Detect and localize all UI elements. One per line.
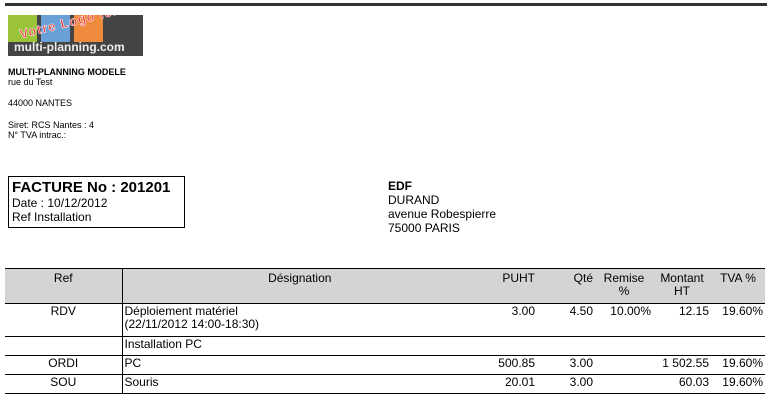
client-street: avenue Robespierre — [388, 207, 497, 221]
company-tva: N° TVA intrac.: — [8, 130, 67, 140]
cell-tva: 19.60% — [711, 355, 765, 375]
company-city: 44000 NANTES — [8, 98, 73, 108]
company-name: MULTI-PLANNING MODELE — [8, 67, 126, 77]
cell-designation: Souris — [122, 374, 477, 394]
cell-remise — [595, 355, 653, 375]
cell-puht: 20.01 — [477, 374, 537, 394]
cell-ref — [5, 336, 123, 356]
header-designation: Désignation — [122, 268, 477, 304]
client-city: 75000 PARIS — [388, 221, 460, 235]
cell-tva — [711, 336, 765, 356]
cell-remise — [595, 374, 653, 394]
top-rule — [5, 3, 767, 6]
company-logo: multi-planning.com Votre Logo ici — [8, 15, 143, 56]
cell-ref: SOU — [5, 374, 123, 394]
cell-ref: RDV — [5, 303, 123, 337]
table-row: ORDI PC 500.85 3.00 1 502.55 19.60% — [5, 355, 765, 375]
designation-text: Déploiement matériel — [124, 304, 238, 318]
client-contact: DURAND — [388, 193, 440, 207]
cell-qte — [537, 336, 595, 356]
cell-remise — [595, 336, 653, 356]
header-tva: TVA % — [711, 268, 765, 304]
cell-montant — [653, 336, 711, 356]
designation-text: Installation PC — [124, 337, 202, 351]
cell-designation: PC — [122, 355, 477, 375]
logo-url: multi-planning.com — [14, 40, 125, 54]
company-street: rue du Test — [8, 77, 53, 87]
invoice-lines-table: Ref Désignation PUHT Qté Remise % Montan… — [5, 268, 765, 394]
cell-designation: Installation PC — [122, 336, 477, 356]
invoice-title: FACTURE No : 201201 — [12, 179, 171, 196]
cell-remise: 10.00% — [595, 303, 653, 337]
table-row: RDV Déploiement matériel (22/11/2012 14:00… — [5, 303, 765, 337]
header-montant: Montant HT — [653, 268, 711, 304]
cell-montant: 60.03 — [653, 374, 711, 394]
cell-ref: ORDI — [5, 355, 123, 375]
cell-qte: 4.50 — [537, 303, 595, 337]
invoice-date: Date : 10/12/2012 — [12, 196, 108, 210]
header-puht: PUHT — [477, 268, 537, 304]
cell-qte: 3.00 — [537, 355, 595, 375]
cell-tva: 19.60% — [711, 303, 765, 337]
client-name: EDF — [388, 179, 412, 193]
cell-tva: 19.60% — [711, 374, 765, 394]
table-header: Ref Désignation PUHT Qté Remise % Montan… — [5, 268, 765, 304]
invoice-ref: Ref Installation — [12, 210, 92, 224]
cell-puht: 3.00 — [477, 303, 537, 337]
invoice-box: FACTURE No : 201201 Date : 10/12/2012 Re… — [8, 176, 185, 228]
designation-text: PC — [124, 356, 142, 370]
header-qte: Qté — [537, 268, 595, 304]
header-ref: Ref — [5, 268, 123, 304]
cell-montant: 1 502.55 — [653, 355, 711, 375]
cell-designation: Déploiement matériel (22/11/2012 14:00-18… — [122, 303, 477, 337]
table-row: Installation PC — [5, 336, 765, 356]
cell-montant: 12.15 — [653, 303, 711, 337]
cell-puht: 500.85 — [477, 355, 537, 375]
company-siret: Siret: RCS Nantes : 4 — [8, 120, 95, 130]
header-remise: Remise % — [595, 268, 653, 304]
client-address: EDF DURAND avenue Robespierre 75000 PARI… — [388, 179, 496, 235]
cell-qte: 3.00 — [537, 374, 595, 394]
table-row: SOU Souris 20.01 3.00 60.03 19.60% — [5, 374, 765, 394]
designation-detail: (22/11/2012 14:00-18:30) — [124, 317, 260, 331]
cell-puht — [477, 336, 537, 356]
designation-text: Souris — [124, 375, 159, 389]
